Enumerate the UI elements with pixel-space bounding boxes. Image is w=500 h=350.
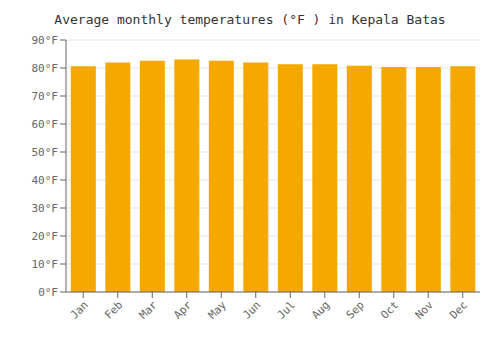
svg-text:0°F: 0°F	[38, 286, 58, 299]
svg-text:Feb: Feb	[102, 298, 125, 321]
svg-text:Sep: Sep	[344, 298, 367, 321]
svg-text:20°F: 20°F	[32, 230, 59, 243]
svg-text:10°F: 10°F	[32, 258, 59, 271]
svg-text:Apr: Apr	[171, 298, 195, 322]
svg-text:May: May	[206, 298, 230, 322]
svg-text:Aug: Aug	[309, 298, 332, 321]
svg-text:30°F: 30°F	[32, 202, 59, 215]
svg-text:40°F: 40°F	[32, 174, 59, 187]
svg-text:Jan: Jan	[68, 298, 91, 321]
svg-text:80°F: 80°F	[32, 62, 59, 75]
svg-text:Jul: Jul	[275, 298, 298, 321]
html-text:Average monthly temperatures (: Average monthly temperatures (°F ) in Ke…	[54, 12, 446, 27]
svg-text:70°F: 70°F	[32, 90, 59, 103]
svg-text:Dec: Dec	[447, 298, 470, 321]
svg-text:Oct: Oct	[378, 298, 401, 321]
svg-text:Jun: Jun	[240, 298, 263, 321]
svg-text:90°F: 90°F	[32, 34, 59, 47]
svg-text:Nov: Nov	[413, 298, 437, 322]
svg-text:Mar: Mar	[137, 298, 161, 322]
svg-text:50°F: 50°F	[32, 146, 59, 159]
svg-text:60°F: 60°F	[32, 118, 59, 131]
